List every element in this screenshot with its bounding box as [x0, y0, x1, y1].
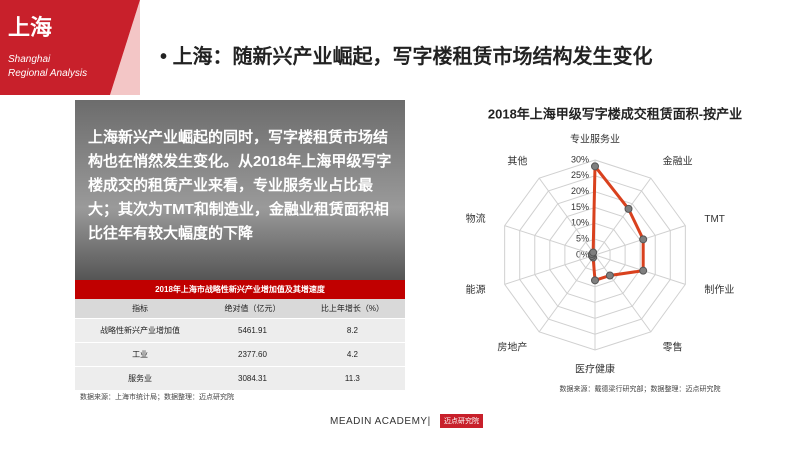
- td: 战略性新兴产业增加值: [75, 318, 206, 343]
- region-sub: Shanghai: [8, 54, 51, 65]
- category-label: 能源: [466, 283, 486, 296]
- r-tick-label: 10%: [571, 218, 589, 228]
- footer-brand: MEADIN ACADEMY|: [330, 416, 431, 427]
- table-source: 数据来源：上海市统计局；数据整理：迈点研究院: [80, 394, 234, 401]
- td: 工业: [75, 342, 206, 367]
- chart-source: 数据来源：戴德梁行研究部；数据整理：迈点研究院: [560, 384, 721, 393]
- category-label: 专业服务业: [570, 133, 620, 146]
- heading-text: 上海：随新兴产业崛起，写字楼租赁市场结构发生变化: [172, 46, 653, 68]
- td: 11.3: [299, 366, 405, 390]
- region-title: 上海: [8, 15, 53, 40]
- category-label: 房地产: [497, 341, 527, 354]
- radar-point: [624, 204, 633, 213]
- radar-point: [639, 235, 648, 244]
- category-label: 金融业: [663, 155, 693, 168]
- category-label: 医疗健康: [575, 363, 615, 376]
- radar-point: [605, 271, 614, 280]
- r-tick-label: 0%: [576, 249, 589, 259]
- r-tick-label: 15%: [571, 202, 589, 212]
- category-label: TMT: [704, 214, 725, 225]
- intro-text: 上海新兴产业崛起的同时，写字楼租赁市场结构也在悄然发生变化。从2018年上海甲级…: [88, 129, 392, 242]
- td: 3084.31: [205, 366, 300, 390]
- data-table: 2018年上海市战略性新兴产业增加值及其增速度 指标 绝对值（亿元） 比上年增长（%…: [75, 280, 405, 390]
- radar-point: [639, 266, 648, 275]
- radar-point: [589, 248, 598, 257]
- region-sub: Regional Analysis: [8, 68, 88, 79]
- spoke: [504, 225, 596, 256]
- spoke: [594, 177, 652, 256]
- category-label: 物流: [466, 212, 486, 225]
- chart-title: 2018年上海甲级写字楼成交租赁面积-按产业: [488, 106, 742, 121]
- radar-point: [591, 162, 599, 171]
- spoke: [594, 254, 652, 333]
- heading: • 上海：随新兴产业崛起，写字楼租赁市场结构发生变化: [160, 46, 653, 68]
- th: 指标: [75, 299, 206, 319]
- td: 5461.91: [205, 318, 300, 343]
- r-tick-label: 30%: [571, 154, 589, 164]
- spoke: [538, 254, 596, 333]
- spoke: [538, 177, 596, 256]
- radar-chart: 2018年上海甲级写字楼成交租赁面积-按产业 数据来源：戴德梁行研究部；数据整理…: [466, 106, 742, 393]
- td: 8.2: [299, 318, 405, 343]
- category-label: 其他: [507, 155, 527, 168]
- radar-point: [591, 276, 599, 285]
- th: 绝对值（亿元）: [205, 299, 300, 319]
- td: 服务业: [75, 366, 206, 390]
- photo: [75, 100, 405, 280]
- corner-banner: [0, 0, 140, 95]
- category-label: 零售: [663, 341, 683, 354]
- table-title: 2018年上海市战略性新兴产业增加值及其增速度: [75, 280, 405, 299]
- spoke: [504, 254, 596, 285]
- footer-logo: 迈点研究院: [440, 414, 483, 428]
- r-tick-label: 25%: [571, 170, 589, 180]
- td: 2377.60: [205, 342, 300, 367]
- category-label: 制作业: [704, 283, 734, 296]
- td: 4.2: [299, 342, 405, 367]
- th: 比上年增长（%）: [299, 299, 405, 319]
- r-tick-label: 20%: [571, 186, 589, 196]
